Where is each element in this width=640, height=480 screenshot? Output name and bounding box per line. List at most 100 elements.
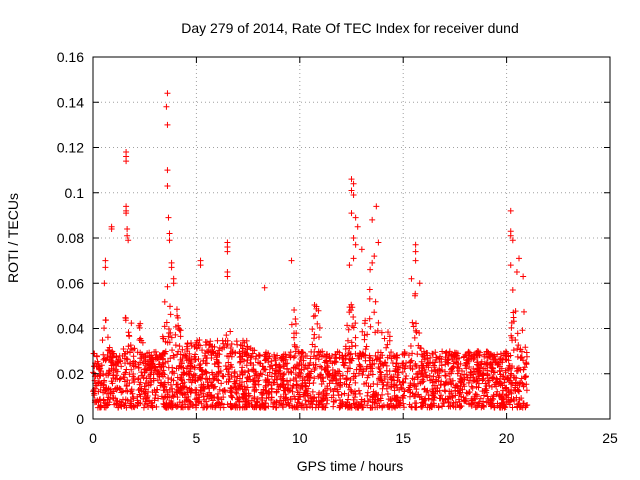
data-point [452,399,459,406]
data-point [243,397,250,404]
data-point [307,355,314,362]
data-point [114,384,121,391]
data-point [402,375,409,382]
data-point [122,314,129,321]
data-point [147,375,154,382]
data-point [456,387,463,394]
data-point [377,349,384,356]
data-point [475,380,482,387]
data-point [498,365,505,372]
data-point [107,396,114,403]
data-point [241,339,248,346]
data-point [420,373,427,380]
data-point [273,399,280,406]
data-point [473,403,480,410]
data-point [237,342,244,349]
data-point [399,360,406,367]
data-point [285,387,292,394]
data-point [502,385,509,392]
data-point [152,364,159,371]
data-point [407,343,414,350]
data-point [302,401,309,408]
data-point [280,397,287,404]
data-point [227,328,234,335]
data-point [384,390,391,397]
data-point [268,373,275,380]
data-point [312,355,319,362]
data-point [317,349,324,356]
data-point [461,371,468,378]
data-point [450,363,457,370]
data-point [304,365,311,372]
data-point [505,353,512,360]
data-point [352,241,359,248]
data-point [273,389,280,396]
data-point [347,377,354,384]
data-point [265,388,272,395]
data-point [201,396,208,403]
data-point [181,379,188,386]
data-point [352,214,359,221]
data-point [478,358,485,365]
data-point [186,368,193,375]
data-point [334,367,341,374]
data-point [517,354,524,361]
data-point [304,390,311,397]
data-point [465,379,472,386]
data-point [183,365,190,372]
data-point [502,348,509,355]
data-point [304,373,311,380]
data-point [224,248,231,255]
data-point [333,355,340,362]
data-point [439,348,446,355]
data-point [350,235,357,241]
y-tick-label: 0.04 [57,321,84,337]
data-point [298,349,305,356]
data-point [236,372,243,379]
data-point [395,374,402,381]
data-point [239,352,246,359]
data-point [256,360,263,367]
data-point [334,348,341,355]
y-tick-label: 0.16 [57,49,84,65]
data-point [330,398,337,405]
data-point [293,344,300,351]
data-point [350,192,357,199]
data-point [284,360,291,367]
data-point [185,393,192,400]
data-point [428,404,435,411]
data-point [508,334,515,341]
data-point [245,352,252,359]
data-point [369,365,376,372]
data-point [183,371,190,378]
data-point [473,383,480,390]
data-point [250,377,257,384]
data-point [161,323,168,330]
data-point [166,394,173,401]
data-point [348,301,355,308]
data-point [302,352,309,359]
data-point [328,394,335,401]
data-point [414,380,421,387]
data-point [208,369,215,376]
data-point [393,394,400,401]
data-point [141,383,148,390]
data-point [348,187,355,194]
data-point [116,385,123,392]
data-point [407,358,414,365]
data-point [211,360,218,367]
data-point [364,392,371,399]
data-point [231,378,238,385]
data-point [130,395,137,402]
data-point [366,295,373,302]
data-point [128,404,135,411]
data-point [519,327,526,334]
data-point [137,359,144,366]
data-point [491,404,498,411]
data-point [277,373,284,380]
data-point [416,329,423,336]
data-point [123,158,130,165]
data-point [394,366,401,373]
data-point [318,375,325,382]
data-point [384,379,391,386]
